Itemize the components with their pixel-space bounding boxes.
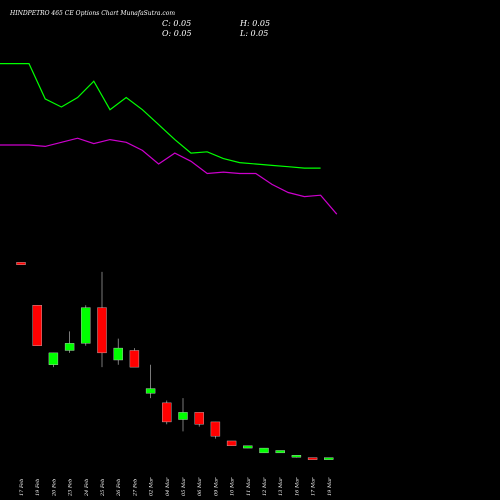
candle (210, 421, 221, 439)
x-tick-label: 25 Feb (100, 479, 106, 497)
candle-body (97, 307, 107, 354)
x-tick-label: 06 Mar (197, 477, 203, 496)
x-tick-label: 10 Mar (230, 477, 236, 496)
close-value: C: 0.05 (162, 19, 191, 28)
x-tick-label: 26 Feb (116, 479, 122, 497)
candle (32, 305, 42, 346)
candle-body (48, 352, 59, 365)
candle (178, 398, 188, 432)
x-tick-label: 16 Mar (294, 477, 300, 496)
candle (307, 457, 318, 460)
candle-body (178, 412, 188, 420)
x-tick-label: 24 Feb (84, 479, 90, 497)
candle (226, 440, 237, 446)
candle-body (129, 350, 140, 368)
x-tick-label: 12 Mar (262, 477, 268, 496)
candle-body (259, 447, 269, 454)
x-tick-label: 17 Feb (19, 479, 25, 496)
candle-body (145, 388, 156, 394)
candle (194, 412, 204, 427)
candle (97, 271, 107, 368)
candle (129, 348, 140, 368)
x-tick-label: 04 Mar (165, 477, 171, 496)
candle-body (32, 305, 42, 346)
candle (48, 352, 59, 368)
x-tick-label: 02 Mar (149, 477, 155, 496)
x-tick-label: 23 Feb (68, 479, 74, 497)
candle-body (291, 455, 302, 458)
x-tick-label: 13 Mar (278, 477, 284, 496)
candle-body (162, 402, 172, 423)
chart-title: HINDPETRO 465 CE Options Chart MunafaSut… (9, 10, 175, 17)
high-value: H: 0.05 (239, 19, 270, 28)
x-axis: 17 Feb 19 Feb 20 Feb 23 Feb 24 Feb 25 Feb 26 F… (19, 477, 333, 497)
x-tick-label: 17 Mar (311, 477, 317, 496)
x-tick-label: 19 Mar (327, 477, 333, 496)
candle-body (243, 445, 253, 449)
ma-long-line (0, 137, 338, 215)
candle (275, 450, 285, 454)
candle (16, 262, 26, 265)
ma-short-line (0, 62, 321, 169)
candle (162, 400, 172, 425)
x-tick-label: 19 Feb (35, 479, 41, 496)
candle (259, 447, 269, 454)
candle-body (81, 307, 91, 344)
candle-body (16, 262, 26, 265)
candle-body (64, 343, 75, 351)
candle (243, 445, 253, 449)
candle-body (324, 457, 334, 460)
candle-body (307, 457, 318, 460)
x-tick-label: 09 Mar (213, 477, 219, 496)
candle-body (275, 450, 285, 454)
candle (64, 331, 75, 353)
candle-layer (16, 262, 334, 460)
candle (145, 364, 156, 399)
x-tick-label: 27 Feb (132, 479, 138, 497)
x-tick-label: 05 Mar (181, 477, 187, 496)
candle-body (226, 440, 237, 446)
candle-body (113, 347, 123, 361)
open-value: O: 0.05 (162, 29, 192, 38)
low-value: L: 0.05 (239, 29, 268, 38)
candle-body (210, 421, 221, 437)
x-tick-label: 11 Mar (246, 477, 252, 496)
candle (113, 338, 123, 365)
candle-body (194, 412, 204, 425)
moving-average-layer (0, 62, 338, 215)
candle (81, 305, 91, 346)
candle (291, 455, 302, 458)
x-tick-label: 20 Feb (51, 479, 57, 497)
candle (324, 457, 334, 460)
